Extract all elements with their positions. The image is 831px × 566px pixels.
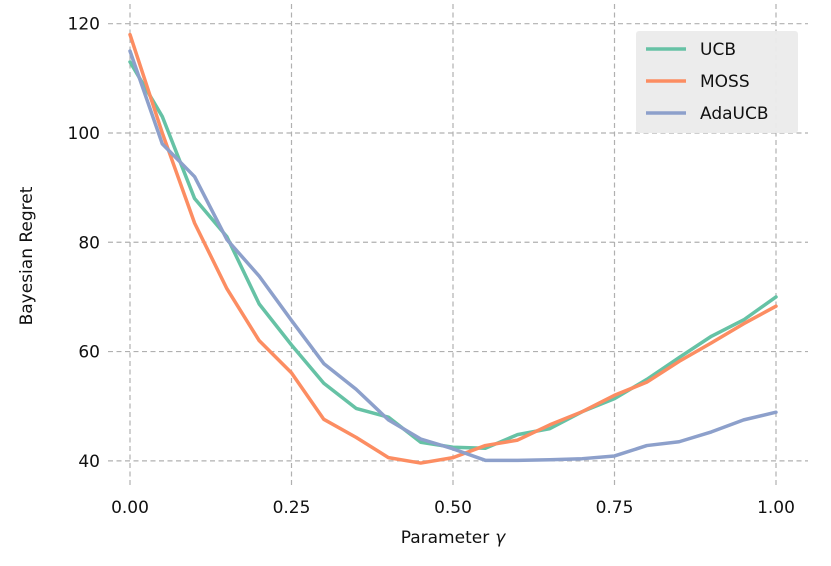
x-tick-label: 0.50 (434, 498, 472, 518)
series-lines (128, 32, 778, 465)
legend-box (636, 31, 798, 133)
y-tick-label: 60 (78, 343, 100, 363)
series-line-moss (128, 32, 778, 465)
y-axis-ticks: 40 60 80 100 120 (68, 15, 100, 472)
legend-label: MOSS (700, 72, 750, 92)
y-tick-label: 80 (78, 233, 100, 253)
y-axis-label: Bayesian Regret (17, 186, 37, 325)
x-axis-label: Parameter (401, 528, 489, 548)
y-tick-label: 120 (68, 15, 100, 35)
x-axis-ticks: 0.00 0.25 0.50 0.75 1.00 (111, 498, 795, 518)
x-tick-label: 0.25 (273, 498, 311, 518)
y-tick-label: 100 (68, 124, 100, 144)
legend-label: UCB (700, 40, 736, 60)
y-tick-label: 40 (78, 452, 100, 472)
x-axis-label-group: Parameter γ (401, 528, 506, 548)
legend-label: AdaUCB (700, 104, 769, 124)
grid (108, 4, 808, 486)
x-tick-label: 0.75 (596, 498, 634, 518)
series-line-adaucb (128, 49, 778, 463)
x-tick-label: 0.00 (111, 498, 149, 518)
x-tick-label: 1.00 (757, 498, 795, 518)
legend: UCB MOSS AdaUCB (636, 31, 798, 133)
x-axis-label-symbol: γ (495, 528, 506, 548)
